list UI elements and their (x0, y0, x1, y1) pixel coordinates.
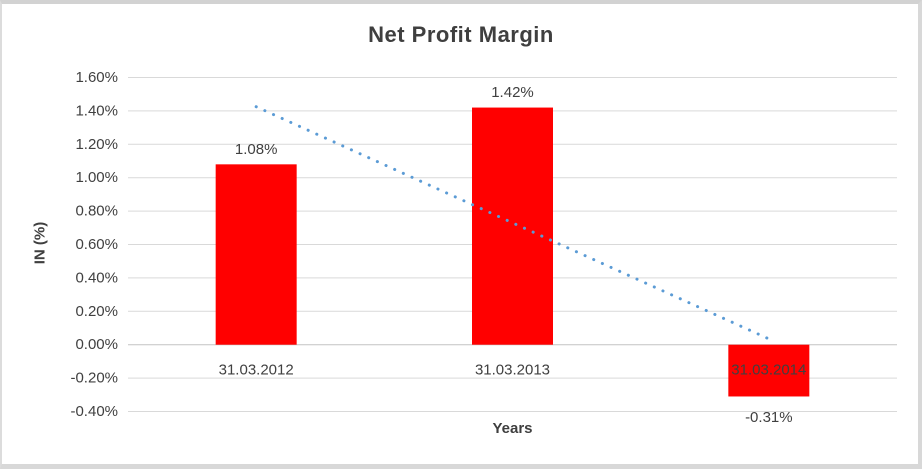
data-label: 1.42% (491, 84, 534, 101)
y-tick-label: 1.40% (75, 102, 118, 119)
y-tick-label: 0.60% (75, 236, 118, 253)
y-tick-label: 0.80% (75, 203, 118, 220)
x-category-label: 31.03.2013 (475, 362, 550, 379)
data-label: 1.08% (235, 141, 278, 158)
y-tick-label: 1.00% (75, 169, 118, 186)
y-tick-label: 0.40% (75, 269, 118, 286)
bar (472, 107, 553, 345)
y-tick-label: 0.20% (75, 303, 118, 320)
x-axis-title: Years (492, 420, 533, 437)
chart-title: Net Profit Margin (368, 22, 554, 47)
x-category-label: 31.03.2014 (731, 362, 806, 379)
bar (728, 344, 810, 397)
y-tick-label: 0.00% (75, 336, 118, 353)
bar (215, 164, 297, 345)
trendline (254, 105, 771, 341)
y-tick-label: 1.60% (75, 69, 118, 86)
data-label: -0.31% (745, 409, 793, 426)
y-tick-label: -0.40% (70, 403, 118, 420)
y-tick-label: -0.20% (70, 370, 118, 387)
y-tick-label: 1.20% (75, 136, 118, 153)
x-category-label: 31.03.2012 (219, 362, 294, 379)
